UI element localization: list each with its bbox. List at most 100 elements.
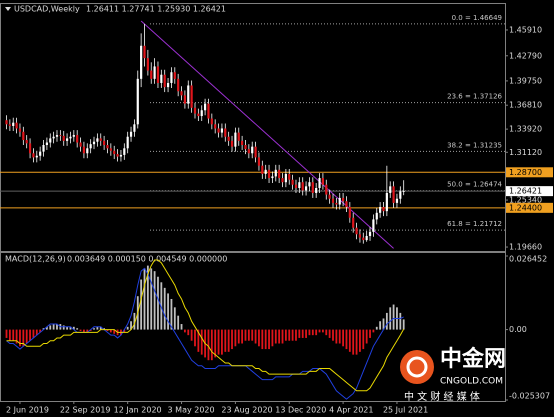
macd-histogram-bar bbox=[348, 329, 351, 352]
candle-body bbox=[325, 184, 328, 195]
candle-body bbox=[207, 103, 210, 119]
fib-level-label: 50.0 = 1.26474 bbox=[447, 181, 502, 189]
macd-histogram-bar bbox=[251, 329, 254, 341]
candle-body bbox=[264, 169, 267, 174]
trend-line bbox=[140, 20, 394, 249]
macd-histogram-bar bbox=[123, 329, 126, 333]
macd-histogram-bar bbox=[359, 329, 361, 352]
macd-histogram-bar bbox=[315, 329, 318, 336]
macd-histogram-bar bbox=[335, 329, 338, 344]
candle-body bbox=[328, 194, 331, 199]
candle-body bbox=[166, 82, 170, 88]
candle-body bbox=[278, 169, 281, 179]
macd-histogram-bar bbox=[83, 329, 85, 333]
candle-body bbox=[116, 154, 119, 157]
macd-histogram-bar bbox=[210, 329, 213, 361]
macd-histogram-bar bbox=[258, 329, 260, 347]
candle-body bbox=[146, 58, 149, 71]
y-tick-label: 1.19660 bbox=[509, 243, 542, 252]
candle-body bbox=[197, 113, 200, 117]
candle-body bbox=[355, 227, 358, 235]
watermark-site: CNGOLD.COM bbox=[440, 377, 503, 387]
macd-histogram-bar bbox=[291, 329, 294, 341]
candle-body bbox=[389, 186, 392, 193]
candle-body bbox=[18, 128, 22, 132]
candle-body bbox=[42, 144, 45, 152]
x-tick-label: 25 Jul 2021 bbox=[383, 406, 428, 415]
candle-body bbox=[291, 179, 294, 185]
macd-histogram-bar bbox=[247, 329, 250, 341]
candle-body bbox=[224, 128, 227, 137]
candle-body bbox=[52, 136, 55, 139]
candle-body bbox=[140, 45, 143, 79]
macd-histogram-bar bbox=[224, 329, 227, 352]
macd-histogram-bar bbox=[261, 329, 264, 350]
candle-body bbox=[392, 186, 395, 203]
y-tick-label: 1.39750 bbox=[509, 76, 542, 85]
candle-body bbox=[234, 132, 237, 147]
candle-body bbox=[352, 217, 355, 228]
candle-body bbox=[170, 72, 173, 83]
level-label-box bbox=[506, 167, 553, 178]
macd-histogram-bar bbox=[150, 268, 153, 330]
candle-body bbox=[177, 78, 180, 92]
macd-histogram-bar bbox=[342, 329, 344, 347]
macd-histogram-bar bbox=[322, 329, 324, 333]
macd-histogram-bar bbox=[79, 329, 82, 331]
macd-histogram-bar bbox=[298, 329, 301, 338]
candle-body bbox=[372, 219, 375, 232]
macd-histogram-bar bbox=[345, 329, 348, 350]
candle-body bbox=[261, 165, 264, 174]
macd-histogram-bar bbox=[318, 329, 321, 333]
y-tick-label: 1.31120 bbox=[509, 148, 542, 157]
candle-body bbox=[76, 135, 79, 143]
macd-histogram-bar bbox=[103, 328, 106, 330]
candle-body bbox=[86, 148, 89, 154]
watermark-tagline: 中 文 财 经 媒 体 bbox=[404, 390, 480, 403]
candle-body bbox=[156, 66, 160, 83]
candle-body bbox=[89, 144, 92, 149]
candle-body bbox=[49, 138, 52, 143]
macd-histogram-bar bbox=[288, 329, 291, 341]
macd-histogram-bar bbox=[207, 329, 210, 361]
macd-histogram-bar bbox=[399, 312, 402, 330]
candle-body bbox=[382, 207, 385, 212]
candle-body bbox=[318, 178, 321, 188]
macd-histogram-bar bbox=[234, 329, 237, 347]
macd-histogram-bar bbox=[153, 271, 156, 330]
macd-histogram-bar bbox=[389, 307, 392, 330]
x-tick-label: 23 Aug 2020 bbox=[221, 406, 272, 415]
candle-body bbox=[15, 122, 18, 129]
watermark-logo-ring bbox=[406, 356, 428, 378]
macd-histogram-bar bbox=[375, 326, 378, 330]
candle-body bbox=[160, 74, 163, 83]
candle-body bbox=[22, 131, 25, 141]
y-tick-label: 1.33920 bbox=[509, 125, 542, 134]
candle-body bbox=[399, 191, 402, 199]
macd-histogram-bar bbox=[217, 329, 220, 355]
x-tick-label: 4 Apr 2021 bbox=[329, 406, 373, 415]
macd-histogram-bar bbox=[328, 329, 331, 338]
macd-histogram-bar bbox=[35, 329, 38, 336]
macd-histogram-bar bbox=[49, 325, 52, 330]
watermark: 中金网 CNGOLD.COM 中 文 财 经 媒 体 bbox=[400, 346, 506, 403]
macd-histogram-bar bbox=[109, 329, 112, 333]
macd-histogram-bar bbox=[183, 329, 186, 333]
macd-histogram-bar bbox=[106, 329, 109, 331]
macd-histogram-bar bbox=[96, 326, 99, 330]
macd-histogram-bar bbox=[89, 329, 92, 331]
candle-body bbox=[345, 201, 348, 208]
candle-body bbox=[237, 132, 240, 141]
candle-body bbox=[35, 155, 38, 158]
macd-main-line bbox=[6, 267, 404, 400]
macd-histogram-bar bbox=[45, 326, 48, 330]
macd-histogram-bar bbox=[244, 329, 247, 341]
level-label: 1.28700 bbox=[509, 168, 542, 177]
candle-body bbox=[362, 237, 365, 241]
candle-body bbox=[365, 235, 368, 241]
candle-body bbox=[119, 154, 123, 157]
macd-histogram-bar bbox=[160, 282, 163, 330]
candle-body bbox=[143, 45, 146, 59]
candle-body bbox=[368, 231, 372, 236]
candle-body bbox=[301, 182, 304, 191]
